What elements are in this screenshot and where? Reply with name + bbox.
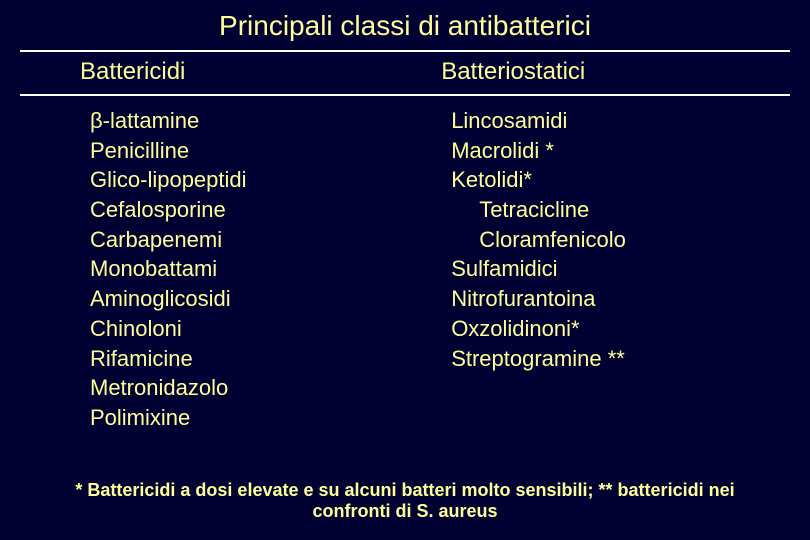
list-item: Penicilline: [90, 136, 421, 166]
list-item: Ketolidi*: [451, 165, 810, 195]
column-left: β-lattaminePenicillineGlico-lipopeptidiC…: [0, 106, 421, 433]
footnote: * Battericidi a dosi elevate e su alcuni…: [0, 480, 810, 522]
list-item: Cloramfenicolo: [451, 225, 810, 255]
column-headers-row: Battericidi Batteriostatici: [0, 52, 810, 94]
slide-title: Principali classi di antibatterici: [0, 10, 810, 42]
columns-row: β-lattaminePenicillineGlico-lipopeptidiC…: [0, 96, 810, 433]
list-item: Metronidazolo: [90, 373, 421, 403]
list-item: Nitrofurantoina: [451, 284, 810, 314]
list-item: β-lattamine: [90, 106, 421, 136]
list-item: Rifamicine: [90, 344, 421, 374]
list-item: Streptogramine **: [451, 344, 810, 374]
slide: Principali classi di antibatterici Batte…: [0, 0, 810, 540]
list-item: Glico-lipopeptidi: [90, 165, 421, 195]
list-item: Polimixine: [90, 403, 421, 433]
list-item: Aminoglicosidi: [90, 284, 421, 314]
list-item: Sulfamidici: [451, 254, 810, 284]
column-header-left: Battericidi: [0, 58, 421, 86]
list-item: Monobattami: [90, 254, 421, 284]
list-item: Carbapenemi: [90, 225, 421, 255]
list-item: Macrolidi *: [451, 136, 810, 166]
list-item: Lincosamidi: [451, 106, 810, 136]
list-item: Oxzolidinoni*: [451, 314, 810, 344]
list-item: Cefalosporine: [90, 195, 421, 225]
column-header-right: Batteriostatici: [421, 58, 810, 86]
list-item: Chinoloni: [90, 314, 421, 344]
column-right: LincosamidiMacrolidi *Ketolidi*Tetracicl…: [421, 106, 810, 433]
list-item: Tetracicline: [451, 195, 810, 225]
